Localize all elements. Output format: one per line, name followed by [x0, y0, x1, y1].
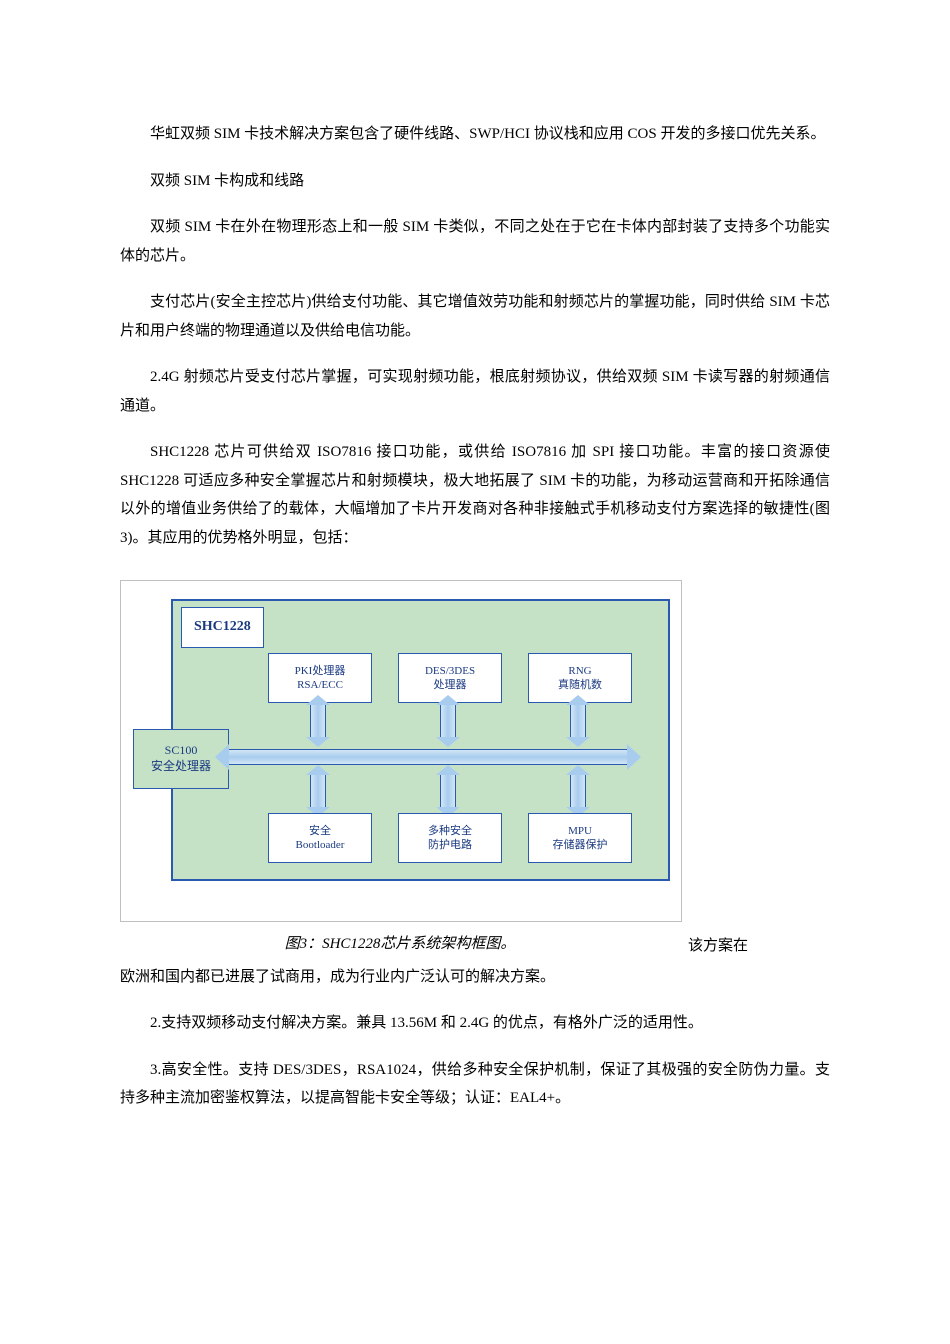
- block-label: 多种安全: [428, 824, 472, 838]
- block-label: 存储器保护: [553, 838, 608, 852]
- block-label: RNG: [568, 664, 591, 678]
- bus-arrow: [228, 749, 628, 765]
- block-label: MPU: [568, 824, 592, 838]
- figure-caption: 图3：SHC1228芯片系统架构框图。: [120, 930, 680, 959]
- paragraph: 3.高安全性。支持 DES/3DES，RSA1024，供给多种安全保护机制，保证…: [120, 1056, 830, 1113]
- block-label: 安全: [309, 824, 331, 838]
- block-label: Bootloader: [296, 838, 345, 852]
- connector-arrow-icon: [310, 774, 326, 808]
- connector-arrow-icon: [570, 774, 586, 808]
- block-label: SC100: [165, 743, 198, 759]
- figure-wrap: SHC1228 SC100 安全处理器 PKI处理器 RSA/ECC DES/3…: [120, 580, 682, 959]
- block-label: RSA/ECC: [297, 678, 343, 692]
- chip-title: SHC1228: [181, 607, 264, 648]
- paragraph: 华虹双频 SIM 卡技术解决方案包含了硬件线路、SWP/HCI 协议栈和应用 C…: [120, 120, 830, 149]
- block-label: 安全处理器: [151, 759, 211, 775]
- paragraph: 2.支持双频移动支付解决方案。兼具 13.56M 和 2.4G 的优点，有格外广…: [120, 1009, 830, 1038]
- paragraph: SHC1228 芯片可供给双 ISO7816 接口功能，或供给 ISO7816 …: [120, 438, 830, 552]
- paragraph: 双频 SIM 卡在外在物理形态上和一般 SIM 卡类似，不同之处在于它在卡体内部…: [120, 213, 830, 270]
- block-label: 防护电路: [428, 838, 472, 852]
- block-protection: 多种安全 防护电路: [398, 813, 502, 863]
- paragraph: 欧洲和国内都已进展了试商用，成为行业内广泛认可的解决方案。: [120, 963, 830, 992]
- paragraph: 支付芯片(安全主控芯片)供给支付功能、其它增值效劳功能和射频芯片的掌握功能，同时…: [120, 288, 830, 345]
- figure-row: SHC1228 SC100 安全处理器 PKI处理器 RSA/ECC DES/3…: [120, 570, 830, 963]
- block-label: DES/3DES: [425, 664, 475, 678]
- paragraph: 2.4G 射频芯片受支付芯片掌握，可实现射频功能，根底射频协议，供给双频 SIM…: [120, 363, 830, 420]
- connector-arrow-icon: [440, 704, 456, 738]
- document-page: 华虹双频 SIM 卡技术解决方案包含了硬件线路、SWP/HCI 协议栈和应用 C…: [0, 0, 950, 1171]
- block-label: PKI处理器: [295, 664, 346, 678]
- trailing-text: 该方案在: [688, 932, 748, 963]
- paragraph-heading: 双频 SIM 卡构成和线路: [120, 167, 830, 196]
- connector-arrow-icon: [570, 704, 586, 738]
- diagram-shc1228: SHC1228 SC100 安全处理器 PKI处理器 RSA/ECC DES/3…: [120, 580, 682, 922]
- chip-boundary: SHC1228 SC100 安全处理器 PKI处理器 RSA/ECC DES/3…: [171, 599, 670, 881]
- connector-arrow-icon: [440, 774, 456, 808]
- block-label: 处理器: [434, 678, 467, 692]
- block-label: 真随机数: [558, 678, 602, 692]
- block-bootloader: 安全 Bootloader: [268, 813, 372, 863]
- connector-arrow-icon: [310, 704, 326, 738]
- block-mpu: MPU 存储器保护: [528, 813, 632, 863]
